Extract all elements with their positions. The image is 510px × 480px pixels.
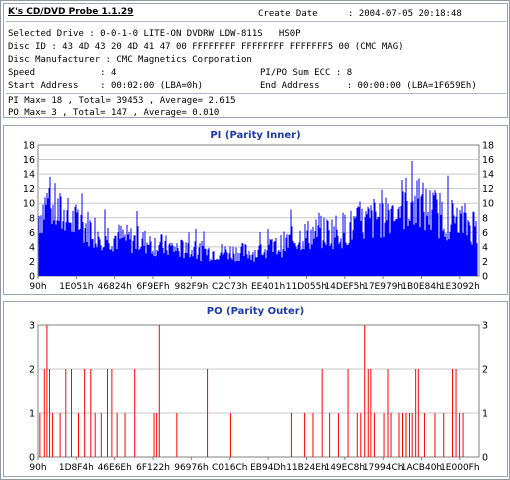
po-x-tick-label: 96976h [174, 463, 208, 473]
pi-x-tick-label: 11D055h [286, 282, 327, 292]
po-y-tick-left: 3 [29, 321, 35, 332]
title-separator [6, 21, 506, 22]
po-plot-area [37, 324, 480, 458]
po-x-tick-label: 90h [29, 463, 46, 473]
po-chart: PO (Parity Outer) 0 0 1 1 2 2 3 3 90h 1D8F4h 46E6Eh… [29, 306, 488, 473]
pi-x-tick-label: 1E3092h [440, 282, 480, 292]
pi-x-tick-label: 6F9EFh [136, 282, 169, 292]
po-y-tick-left: 1 [29, 409, 35, 420]
po-x-tick-label: 6F122h [136, 463, 170, 473]
po-y-tick-right: 3 [482, 321, 488, 332]
po-x-tick-label: 1E000Fh [440, 463, 479, 473]
pi-y-tick-right: 2 [482, 257, 488, 268]
po-x-tick-label: 17994Ch [363, 463, 404, 473]
pi-x-tick-label: 14DEF5h [324, 282, 365, 292]
pi-chart-panel: PI (Parity Inner) 0 0 2 2 4 4 6 6 8 8 10 10 12 12 14 14 1… [3, 125, 508, 295]
pi-y-tick-right: 16 [482, 155, 494, 166]
pi-y-tick-right: 0 [482, 272, 488, 283]
pi-y-tick-left: 2 [29, 257, 35, 268]
pi-y-tick-right: 14 [482, 170, 494, 181]
app-title: K's CD/DVD Probe 1.1.29 [8, 7, 134, 17]
pi-y-tick-right: 8 [482, 213, 488, 224]
pi-y-tick-left: 10 [23, 199, 35, 210]
po-y-tick-right: 0 [482, 453, 488, 464]
pi-x-tick-label: 982F9h [174, 282, 208, 292]
pi-x-tick-label: C2C73h [212, 282, 247, 292]
po-stats: PO Max= 3 , Total= 147 , Average= 0.010 [8, 108, 220, 118]
speed: Speed : 4 [8, 68, 117, 78]
end-address: End Address : 00:00:00 (LBA=1F659Eh) [260, 81, 477, 91]
pi-y-tick-left: 8 [29, 213, 35, 224]
pi-x-tick-label: 90h [29, 282, 46, 292]
pi-y-tick-left: 6 [29, 228, 35, 239]
pipo-sum-ecc: PI/PO Sum ECC : 8 [260, 68, 353, 78]
info-panel: K's CD/DVD Probe 1.1.29 Create Date : 20… [3, 3, 508, 118]
po-x-tick-label: 1D8F4h [59, 463, 94, 473]
stats-separator [6, 93, 506, 94]
po-chart-title: PO (Parity Outer) [207, 306, 305, 317]
pi-x-tick-label: EE401h [251, 282, 285, 292]
pi-y-tick-right: 4 [482, 242, 488, 253]
po-y-tick-right: 2 [482, 365, 488, 376]
pi-y-tick-left: 16 [23, 155, 35, 166]
po-chart-panel: PO (Parity Outer) 0 0 1 1 2 2 3 3 90h 1D8F4h 46E6Eh… [3, 301, 508, 477]
pi-y-tick-left: 4 [29, 242, 35, 253]
pi-y-tick-right: 10 [482, 199, 494, 210]
pi-x-tick-label: 17E979h [363, 282, 403, 292]
po-x-tick-label: C016Ch [212, 463, 247, 473]
pi-stats: PI Max= 18 , Total= 39453 , Average= 2.6… [8, 96, 236, 106]
pi-chart-title: PI (Parity Inner) [210, 130, 300, 141]
disc-manufacturer: Disc Manufacturer : CMC Magnetics Corpor… [8, 55, 252, 65]
pi-y-tick-right: 6 [482, 228, 488, 239]
selected-drive: Selected Drive : 0-0-1-0 LITE-ON DVDRW L… [8, 29, 301, 39]
po-x-tick-label: EB94Dh [250, 463, 286, 473]
start-address: Start Address : 00:02:00 (LBA=0h) [8, 81, 204, 91]
pi-x-tick-label: 1E051h [59, 282, 93, 292]
pi-y-tick-right: 12 [482, 184, 494, 195]
pi-x-tick-label: 1B0E84h [401, 282, 441, 292]
pi-y-tick-right: 18 [482, 141, 494, 152]
pi-chart: PI (Parity Inner) 0 0 2 2 4 4 6 6 8 8 10 10 12 12 14 14 1… [23, 130, 494, 292]
po-y-tick-right: 1 [482, 409, 488, 420]
po-y-tick-left: 0 [29, 453, 35, 464]
po-x-tick-label: 149EC8h [324, 463, 365, 473]
create-date-value: : 2004-07-05 20:18:48 [348, 9, 462, 19]
po-x-tick-label: 11B24Eh [286, 463, 326, 473]
po-x-tick-label: 46E6Eh [98, 463, 132, 473]
pi-y-tick-left: 12 [23, 184, 35, 195]
create-date-label: Create Date [258, 9, 318, 19]
po-x-tick-label: 1ACB40h [401, 463, 442, 473]
pi-x-tick-label: 46824h [98, 282, 132, 292]
pi-y-tick-left: 0 [29, 272, 35, 283]
disc-id: Disc ID : 43 4D 43 20 4D 41 47 00 FFFFFF… [8, 42, 404, 52]
pi-y-tick-left: 18 [23, 141, 35, 152]
pi-y-tick-left: 14 [23, 170, 35, 181]
po-y-tick-left: 2 [29, 365, 35, 376]
